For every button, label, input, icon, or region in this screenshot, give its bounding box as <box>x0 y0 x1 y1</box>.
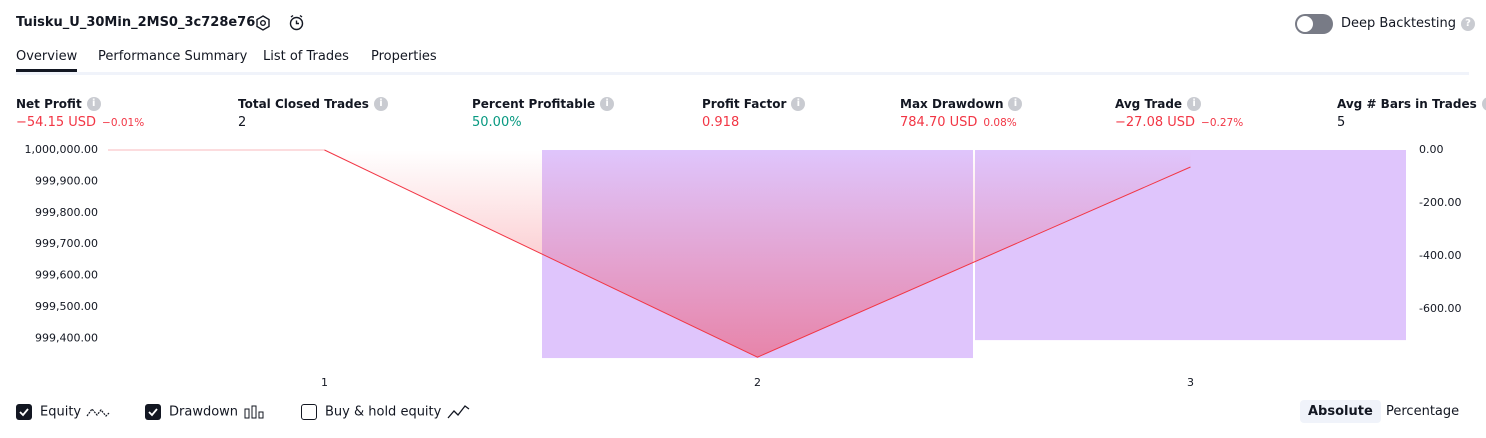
metric-value: −54.15 USD <box>16 115 97 130</box>
metric-label: Percent Profitable <box>472 97 596 111</box>
x-tick-label: 3 <box>1187 376 1194 389</box>
tab[interactable]: List of Trades <box>263 49 349 64</box>
legend-label: Equity <box>40 404 82 420</box>
metric-label-row: Profit Factor i <box>702 93 806 112</box>
metric-label-row: Total Closed Trades i <box>238 93 388 112</box>
y-tick-label: 1,000,000.00 <box>25 143 98 156</box>
checkbox[interactable] <box>301 404 317 420</box>
checkbox[interactable] <box>145 404 161 420</box>
deep-backtesting-label: Deep Backtesting? <box>1341 16 1476 31</box>
metric-value-row: 2 <box>238 111 246 130</box>
metric-label-row: Percent Profitable i <box>472 93 615 112</box>
x-tick-label: 2 <box>754 376 761 389</box>
y-tick-label: 999,900.00 <box>35 174 98 187</box>
metric-value-row: −27.08 USD −0.27% <box>1115 111 1243 130</box>
y-tick-label: 999,600.00 <box>35 269 98 282</box>
y-tick-label: 999,800.00 <box>35 206 98 219</box>
metric-label: Avg # Bars in Trades <box>1337 97 1477 111</box>
x-tick-label: 1 <box>321 376 328 389</box>
info-icon[interactable]: i <box>600 96 615 111</box>
y2-tick-label: -600.00 <box>1419 302 1461 315</box>
mode-button[interactable]: Percentage <box>1386 404 1460 419</box>
metric-value: 0.918 <box>702 115 740 130</box>
metric-label: Total Closed Trades <box>238 97 369 111</box>
metric-label: Profit Factor <box>702 97 787 111</box>
metric-value-row: 784.70 USD 0.08% <box>900 111 1017 130</box>
help-icon[interactable]: ? <box>1461 16 1476 31</box>
y2-tick-label: 0.00 <box>1419 143 1444 156</box>
metric-value-row: 0.918 <box>702 111 739 130</box>
info-icon[interactable]: i <box>1187 96 1202 111</box>
metric-value: 5 <box>1337 115 1346 130</box>
y-tick-label: 999,400.00 <box>35 331 98 344</box>
info-icon[interactable]: i <box>373 96 388 111</box>
y-tick-label: 999,500.00 <box>35 300 98 313</box>
metric-label-row: Max Drawdown i <box>900 93 1023 112</box>
info-icon[interactable]: i <box>791 96 806 111</box>
deep-backtesting-toggle[interactable] <box>1295 14 1333 34</box>
metric-sub: −0.27% <box>1201 117 1244 129</box>
info-icon[interactable]: i <box>1481 96 1486 111</box>
equity-toggle[interactable]: Equity <box>16 404 111 420</box>
y-tick-label: 999,700.00 <box>35 237 98 250</box>
metric-sub: 0.08% <box>983 117 1017 129</box>
metric-value-row: 5 <box>1337 111 1345 130</box>
tab[interactable]: Properties <box>371 49 437 64</box>
metric-value: 784.70 USD <box>900 115 978 130</box>
checkbox[interactable] <box>16 404 32 420</box>
metric-label-row: Avg # Bars in Trades i <box>1337 93 1486 112</box>
settings-icon[interactable] <box>255 15 271 31</box>
metric-label-row: Avg Trade i <box>1115 93 1202 112</box>
metric-value: 50.00% <box>472 115 522 130</box>
metric-sub: −0.01% <box>102 117 145 129</box>
metric-label-row: Net Profit i <box>16 93 101 112</box>
tab[interactable]: Overview <box>16 49 78 72</box>
equity-area <box>324 150 1191 358</box>
drawdown-toggle[interactable]: Drawdown <box>145 404 268 420</box>
deep-backtesting-text: Deep Backtesting <box>1341 16 1457 31</box>
metric-value-row: 50.00% <box>472 111 522 130</box>
metric-label: Avg Trade <box>1115 97 1183 111</box>
equity-line <box>324 149 1191 358</box>
metric-value: 2 <box>238 115 247 130</box>
alert-icon[interactable] <box>288 14 306 32</box>
legend-label: Drawdown <box>169 404 239 420</box>
tab-divider <box>16 72 1469 75</box>
tab[interactable]: Performance Summary <box>98 49 248 64</box>
buy-hold-toggle[interactable]: Buy & hold equity <box>301 404 471 420</box>
metric-label: Max Drawdown <box>900 97 1004 111</box>
y2-tick-label: -400.00 <box>1419 249 1461 262</box>
y2-tick-label: -200.00 <box>1419 196 1461 209</box>
metric-value-row: −54.15 USD −0.01% <box>16 111 144 130</box>
info-icon[interactable]: i <box>86 96 101 111</box>
legend-label: Buy & hold equity <box>325 404 442 420</box>
metric-label: Net Profit <box>16 97 82 111</box>
info-icon[interactable]: i <box>1008 96 1023 111</box>
strategy-title: Tuisku_U_30Min_2MS0_3c728e76 <box>16 15 256 30</box>
mode-button[interactable]: Absolute <box>1300 400 1381 423</box>
metric-value: −27.08 USD <box>1115 115 1196 130</box>
